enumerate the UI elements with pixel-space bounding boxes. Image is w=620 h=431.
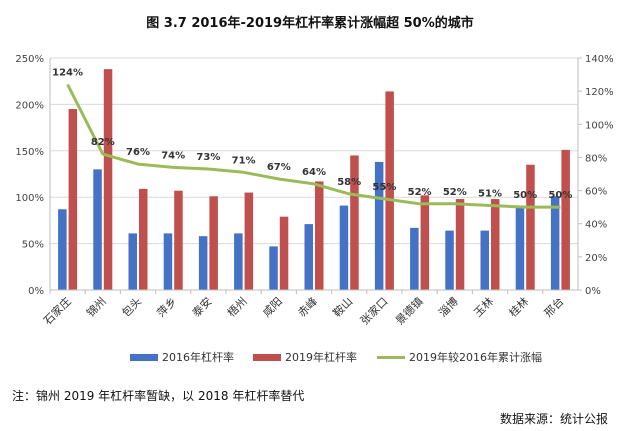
y-right-tick-label: 0%: [585, 286, 601, 297]
x-tick-label: 张家口: [357, 294, 390, 327]
bar-2019: [526, 164, 535, 290]
bar-2019: [455, 199, 465, 290]
y-right-tick-label: 100%: [585, 120, 614, 131]
x-tick-label: 景德镇: [392, 294, 425, 327]
x-tick-label: 赤峰: [295, 295, 320, 320]
x-tick-label: 萍乡: [155, 295, 180, 320]
x-tick-label: 包头: [119, 295, 144, 320]
footnote: 注：锦州 2019 年杠杆率暂缺，以 2018 年杠杆率替代: [12, 389, 305, 403]
bar-2016: [93, 169, 102, 290]
y-left-tick-label: 100%: [15, 193, 44, 204]
growth-data-label: 52%: [408, 187, 432, 198]
legend-item-growth: 2019年较2016年累计涨幅: [377, 349, 542, 365]
bar-2016: [198, 236, 208, 290]
y-left-tick-label: 50%: [22, 240, 44, 251]
growth-data-label: 52%: [443, 187, 467, 198]
bar-2019: [315, 181, 324, 290]
bar-2016: [304, 224, 313, 290]
y-left-tick-label: 250%: [15, 54, 44, 65]
growth-data-label: 55%: [372, 182, 396, 193]
bar-2016: [374, 161, 384, 290]
bar-2016: [445, 230, 454, 290]
data-source: 数据来源：统计公报: [499, 412, 608, 426]
bar-2019: [385, 91, 394, 291]
y-left-tick-label: 150%: [15, 147, 44, 158]
bar-2019: [174, 190, 183, 290]
legend-swatch-2016: [130, 353, 158, 361]
bar-2019: [350, 155, 359, 290]
legend-swatch-2019: [253, 353, 281, 361]
gridlines: [50, 57, 578, 245]
bar-2019: [244, 192, 254, 290]
chart-title: 图 3.7 2016年-2019年杠杆率累计涨幅超 50%的城市: [146, 16, 474, 31]
bars: [58, 69, 570, 291]
growth-data-label: 73%: [196, 152, 220, 163]
bar-2016: [58, 209, 67, 290]
bar-2019: [279, 216, 289, 290]
growth-data-label: 51%: [478, 188, 502, 199]
x-tick-label: 石家庄: [40, 294, 73, 327]
growth-data-label: 50%: [548, 190, 572, 201]
bar-2019: [561, 149, 570, 290]
x-tick-label: 鞍山: [330, 294, 355, 319]
y-left-tick-label: 200%: [15, 100, 44, 111]
bar-2019: [103, 69, 113, 290]
x-tick-label: 淄博: [436, 295, 461, 320]
bar-2016: [550, 196, 560, 290]
y-right-tick-label: 20%: [585, 253, 607, 264]
bar-2016: [339, 205, 349, 290]
bar-2016: [410, 227, 419, 290]
legend-item-2016: 2016年杠杆率: [130, 349, 234, 365]
y-right-tick-label: 140%: [585, 54, 614, 65]
growth-data-label: 50%: [513, 190, 537, 201]
x-tick-label: 玉林: [471, 294, 496, 319]
bar-2019: [420, 195, 430, 290]
y-left-tick-label: 0%: [28, 286, 44, 297]
y-right-tick-label: 40%: [585, 220, 607, 231]
growth-data-label: 82%: [91, 137, 115, 148]
growth-data-label: 124%: [52, 68, 83, 79]
x-tick-label: 桂林: [506, 294, 531, 319]
growth-data-label: 76%: [126, 147, 150, 158]
x-tick-label: 梧州: [224, 294, 249, 319]
growth-line-group: [66, 83, 561, 209]
bar-2016: [128, 233, 137, 290]
bar-2019: [139, 188, 148, 290]
legend-label-2019: 2019年杠杆率: [285, 351, 357, 364]
x-tick-label: 咸阳: [260, 295, 285, 320]
bar-2016: [515, 205, 525, 290]
y-right-tick-label: 120%: [585, 87, 614, 98]
y-right-tick-label: 60%: [585, 187, 607, 198]
data-labels: 124% 82% 76% 74% 73% 71% 67% 64% 58% 55% 52% 52% 51%…: [52, 68, 572, 202]
growth-data-label: 64%: [302, 167, 326, 178]
growth-data-label: 67%: [267, 162, 291, 173]
bar-2016: [480, 230, 489, 290]
legend: 2016年杠杆率 2019年杠杆率 2019年较2016年累计涨幅: [0, 349, 620, 365]
x-tick-label: 邢台: [541, 294, 566, 319]
bar-2019: [209, 196, 218, 290]
growth-data-label: 71%: [232, 155, 256, 166]
legend-item-2019: 2019年杠杆率: [253, 349, 357, 365]
growth-data-label: 74%: [161, 150, 185, 161]
bar-2016: [163, 233, 173, 290]
growth-line: [66, 83, 561, 209]
growth-data-label: 58%: [337, 177, 361, 188]
legend-label-2016: 2016年杠杆率: [162, 351, 234, 364]
bar-2016: [234, 233, 243, 290]
x-tick-label: 泰安: [189, 294, 214, 319]
legend-swatch-growth: [377, 355, 405, 359]
bar-2019: [68, 109, 78, 290]
x-tick-label: 锦州: [83, 294, 108, 319]
y-right-tick-label: 80%: [585, 153, 607, 164]
bar-2019: [491, 199, 500, 290]
bar-2016: [269, 246, 278, 290]
legend-label-growth: 2019年较2016年累计涨幅: [409, 351, 542, 364]
